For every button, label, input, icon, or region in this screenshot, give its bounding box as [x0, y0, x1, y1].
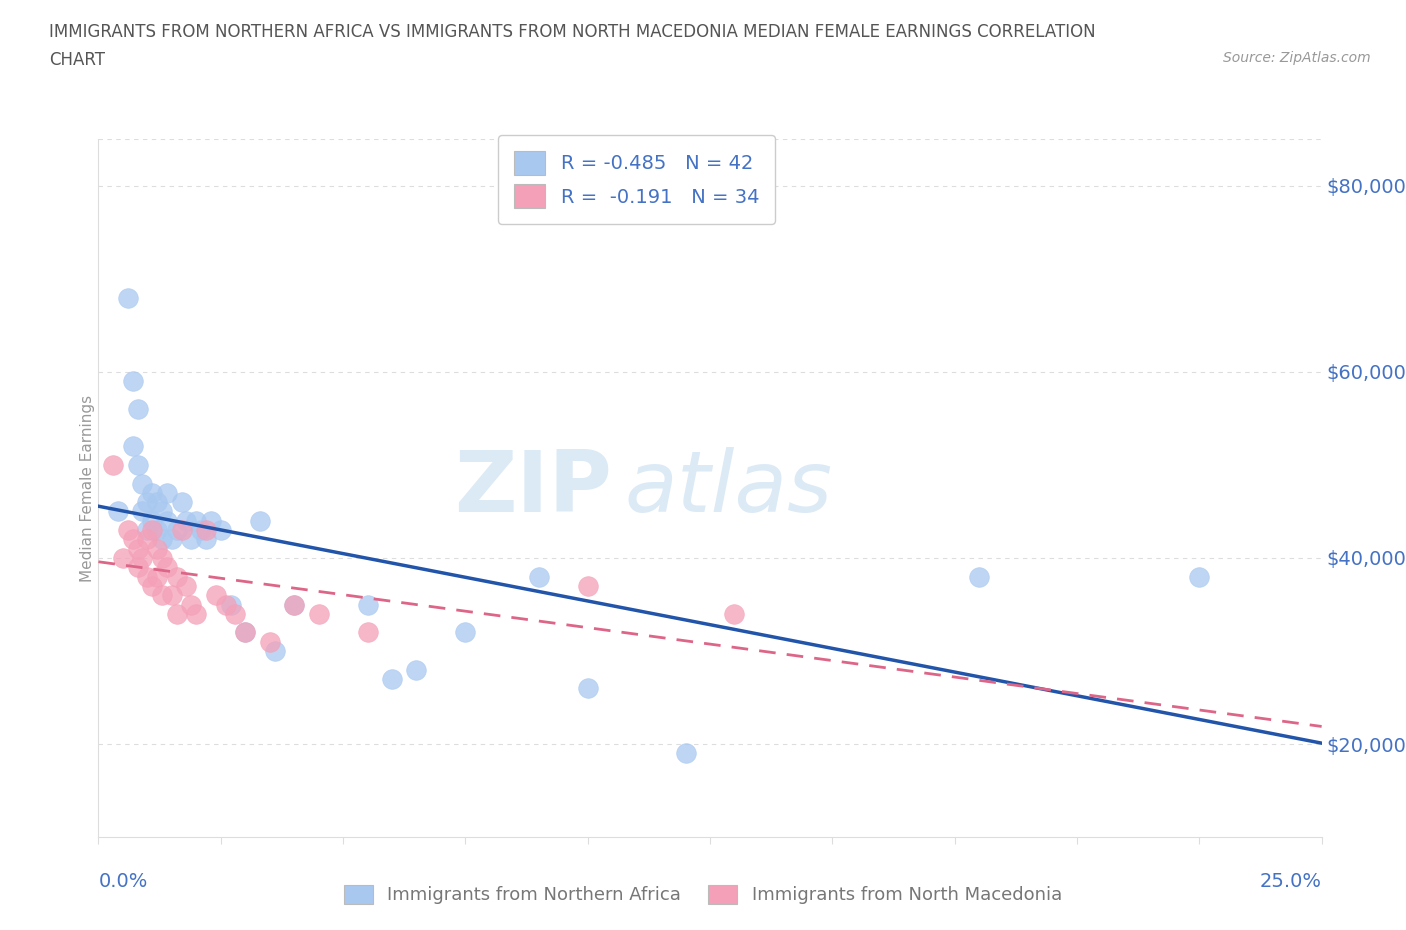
- Point: [170, 495, 193, 510]
- Y-axis label: Median Female Earnings: Median Female Earnings: [80, 394, 94, 582]
- Point: [180, 597, 202, 612]
- Point: [723, 606, 745, 621]
- Point: [283, 597, 305, 612]
- Point: [136, 569, 159, 584]
- Point: [166, 569, 188, 584]
- Text: ZIP: ZIP: [454, 446, 612, 530]
- Text: IMMIGRANTS FROM NORTHERN AFRICA VS IMMIGRANTS FROM NORTH MACEDONIA MEDIAN FEMALE: IMMIGRANTS FROM NORTHERN AFRICA VS IMMIG…: [49, 23, 1095, 41]
- Point: [131, 551, 153, 565]
- Point: [127, 541, 149, 556]
- Point: [141, 513, 163, 528]
- Point: [219, 597, 242, 612]
- Point: [127, 560, 149, 575]
- Point: [127, 402, 149, 417]
- Legend: R = -0.485   N = 42, R =  -0.191   N = 34: R = -0.485 N = 42, R = -0.191 N = 34: [499, 135, 775, 223]
- Point: [186, 606, 208, 621]
- Point: [146, 495, 169, 510]
- Point: [576, 578, 599, 593]
- Point: [141, 485, 163, 500]
- Point: [156, 513, 179, 528]
- Point: [180, 532, 202, 547]
- Point: [186, 513, 208, 528]
- Legend: Immigrants from Northern Africa, Immigrants from North Macedonia: Immigrants from Northern Africa, Immigra…: [337, 877, 1069, 911]
- Point: [166, 606, 188, 621]
- Point: [150, 551, 173, 565]
- Text: atlas: atlas: [624, 446, 832, 530]
- Point: [259, 634, 281, 649]
- Point: [101, 458, 124, 472]
- Point: [527, 569, 550, 584]
- Point: [249, 513, 271, 528]
- Point: [214, 597, 236, 612]
- Point: [121, 532, 143, 547]
- Text: Source: ZipAtlas.com: Source: ZipAtlas.com: [1223, 51, 1371, 65]
- Point: [233, 625, 256, 640]
- Point: [117, 290, 139, 305]
- Point: [576, 681, 599, 696]
- Point: [156, 485, 179, 500]
- Point: [117, 523, 139, 538]
- Point: [127, 458, 149, 472]
- Point: [176, 513, 198, 528]
- Point: [150, 504, 173, 519]
- Point: [405, 662, 427, 677]
- Point: [136, 532, 159, 547]
- Point: [166, 523, 188, 538]
- Point: [146, 569, 169, 584]
- Point: [136, 523, 159, 538]
- Point: [131, 476, 153, 491]
- Point: [195, 532, 218, 547]
- Point: [160, 532, 183, 547]
- Point: [1188, 569, 1211, 584]
- Point: [160, 588, 183, 603]
- Point: [454, 625, 477, 640]
- Point: [146, 523, 169, 538]
- Point: [356, 625, 378, 640]
- Point: [263, 644, 285, 658]
- Point: [200, 513, 222, 528]
- Point: [141, 578, 163, 593]
- Point: [107, 504, 129, 519]
- Point: [190, 523, 212, 538]
- Point: [136, 495, 159, 510]
- Point: [141, 523, 163, 538]
- Point: [381, 671, 404, 686]
- Point: [170, 523, 193, 538]
- Point: [356, 597, 378, 612]
- Point: [675, 746, 697, 761]
- Point: [283, 597, 305, 612]
- Point: [121, 439, 143, 454]
- Point: [176, 578, 198, 593]
- Point: [967, 569, 990, 584]
- Point: [205, 588, 228, 603]
- Point: [224, 606, 246, 621]
- Point: [150, 532, 173, 547]
- Point: [131, 504, 153, 519]
- Text: CHART: CHART: [49, 51, 105, 69]
- Text: 25.0%: 25.0%: [1260, 871, 1322, 891]
- Point: [150, 588, 173, 603]
- Point: [233, 625, 256, 640]
- Point: [195, 523, 218, 538]
- Point: [209, 523, 232, 538]
- Point: [308, 606, 330, 621]
- Point: [121, 374, 143, 389]
- Text: 0.0%: 0.0%: [98, 871, 148, 891]
- Point: [111, 551, 134, 565]
- Point: [146, 541, 169, 556]
- Point: [156, 560, 179, 575]
